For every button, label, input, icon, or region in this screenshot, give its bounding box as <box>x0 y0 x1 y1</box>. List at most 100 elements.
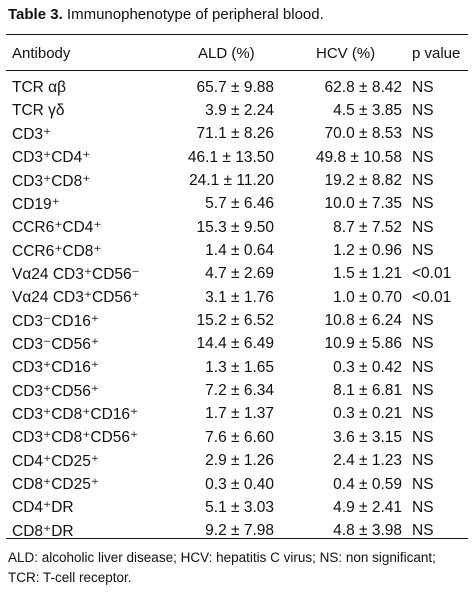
cell-hcv-text: 8.7 ± 7.52 <box>333 218 402 236</box>
cell-antibody: TCR αβ <box>0 76 184 99</box>
cell-antibody-text: CD8⁺CD25⁺ <box>12 476 99 494</box>
cell-antibody-text: CD3⁺CD56⁺ <box>12 382 99 400</box>
table-row: CCR6⁺CD4⁺ 15.3 ± 9.50 8.7 ± 7.52 NS <box>0 216 474 239</box>
header-p-value: p value <box>412 44 461 62</box>
cell-p-value-text: NS <box>412 335 434 353</box>
cell-hcv-text: 62.8 ± 8.42 <box>324 78 402 96</box>
table-header: Antibody ALD (%) HCV (%) p value <box>0 40 474 66</box>
cell-ald-text: 3.9 ± 2.24 <box>205 102 274 120</box>
cell-antibody: CCR6⁺CD8⁺ <box>0 239 184 262</box>
cell-ald: 71.1 ± 8.26 <box>184 123 278 146</box>
cell-ald: 4.7 ± 2.69 <box>184 263 278 286</box>
cell-hcv: 4.5 ± 3.85 <box>278 99 406 122</box>
cell-hcv-text: 10.8 ± 6.24 <box>324 312 402 330</box>
cell-ald-text: 1.3 ± 1.65 <box>205 358 274 376</box>
cell-ald-text: 24.1 ± 11.20 <box>189 172 274 190</box>
cell-p-value: NS <box>406 76 474 99</box>
cell-hcv: 0.3 ± 0.21 <box>278 403 406 426</box>
cell-antibody-text: Vα24 CD3⁺CD56⁻ <box>12 265 140 283</box>
cell-p-value-text: NS <box>412 475 434 493</box>
cell-antibody-text: CCR6⁺CD4⁺ <box>12 219 102 237</box>
cell-hcv-text: 4.5 ± 3.85 <box>333 102 402 120</box>
header-row: Antibody ALD (%) HCV (%) p value <box>0 40 474 66</box>
cell-hcv: 10.0 ± 7.35 <box>278 193 406 216</box>
cell-hcv-text: 1.5 ± 1.21 <box>333 265 402 283</box>
cell-antibody: CD3⁺CD56⁺ <box>0 379 184 402</box>
cell-p-value: NS <box>406 426 474 449</box>
cell-ald-text: 5.7 ± 6.46 <box>205 195 274 213</box>
cell-p-value: NS <box>406 169 474 192</box>
cell-hcv-text: 4.9 ± 2.41 <box>333 498 402 516</box>
table-row: CD3⁺ 71.1 ± 8.26 70.0 ± 8.53 NS <box>0 123 474 146</box>
cell-ald: 24.1 ± 11.20 <box>184 169 278 192</box>
cell-p-value-text: NS <box>412 125 434 143</box>
cell-p-value: NS <box>406 520 474 543</box>
cell-p-value: NS <box>406 99 474 122</box>
cell-ald-text: 46.1 ± 13.50 <box>187 148 274 166</box>
cell-hcv-text: 1.2 ± 0.96 <box>333 242 402 260</box>
cell-hcv-text: 49.8 ± 10.58 <box>315 148 402 166</box>
table-row: CD3⁺CD4⁺ 46.1 ± 13.50 49.8 ± 10.58 NS <box>0 146 474 169</box>
table-row: Vα24 CD3⁺CD56⁺ 3.1 ± 1.76 1.0 ± 0.70 <0.01 <box>0 286 474 309</box>
cell-ald: 15.2 ± 6.52 <box>184 309 278 332</box>
cell-antibody-text: CD8⁺DR <box>12 522 74 540</box>
cell-ald-text: 9.2 ± 7.98 <box>205 522 274 540</box>
cell-hcv: 4.9 ± 2.41 <box>278 496 406 519</box>
cell-p-value-text: <0.01 <box>412 288 452 306</box>
cell-hcv-text: 70.0 ± 8.53 <box>324 125 402 143</box>
table-label: Table 3. <box>8 6 63 23</box>
table-row: TCR γδ 3.9 ± 2.24 4.5 ± 3.85 NS <box>0 99 474 122</box>
cell-ald-text: 15.2 ± 6.52 <box>196 312 274 330</box>
cell-antibody: CD3⁺CD16⁺ <box>0 356 184 379</box>
cell-hcv: 8.1 ± 6.81 <box>278 379 406 402</box>
cell-ald-text: 14.4 ± 6.49 <box>196 335 274 353</box>
table-row: CD4⁺CD25⁺ 2.9 ± 1.26 2.4 ± 1.23 NS <box>0 450 474 473</box>
table-row: CD3⁺CD56⁺ 7.2 ± 6.34 8.1 ± 6.81 NS <box>0 379 474 402</box>
cell-hcv: 19.2 ± 8.82 <box>278 169 406 192</box>
cell-antibody-text: CD3⁺CD8⁺CD16⁺ <box>12 405 139 423</box>
cell-ald-text: 7.6 ± 6.60 <box>205 428 274 446</box>
cell-antibody-text: CD3⁻CD56⁺ <box>12 335 99 353</box>
cell-p-value: NS <box>406 379 474 402</box>
cell-ald-text: 2.9 ± 1.26 <box>205 452 274 470</box>
cell-antibody: CD3⁻CD56⁺ <box>0 333 184 356</box>
cell-p-value-text: NS <box>412 195 434 213</box>
cell-p-value: NS <box>406 356 474 379</box>
cell-hcv-text: 1.0 ± 0.70 <box>333 288 402 306</box>
table-row: CD3⁺CD8⁺CD56⁺ 7.6 ± 6.60 3.6 ± 3.15 NS <box>0 426 474 449</box>
cell-antibody-text: CD3⁺CD4⁺ <box>12 149 91 167</box>
cell-hcv: 49.8 ± 10.58 <box>278 146 406 169</box>
cell-hcv: 8.7 ± 7.52 <box>278 216 406 239</box>
header-hcv: HCV (%) <box>316 44 376 62</box>
cell-p-value: NS <box>406 146 474 169</box>
cell-hcv-text: 0.3 ± 0.21 <box>333 405 402 423</box>
cell-ald-text: 5.1 ± 3.03 <box>205 498 274 516</box>
cell-antibody: CD3⁺CD4⁺ <box>0 146 184 169</box>
table-row: CD3⁻CD56⁺ 14.4 ± 6.49 10.9 ± 5.86 NS <box>0 333 474 356</box>
cell-ald: 1.7 ± 1.37 <box>184 403 278 426</box>
cell-hcv-text: 4.8 ± 3.98 <box>333 522 402 540</box>
cell-antibody: CD4⁺DR <box>0 496 184 519</box>
cell-antibody-text: CCR6⁺CD8⁺ <box>12 242 102 260</box>
cell-ald: 46.1 ± 13.50 <box>184 146 278 169</box>
cell-antibody-text: CD3⁺ <box>12 125 52 143</box>
cell-p-value: NS <box>406 309 474 332</box>
cell-antibody: CD4⁺CD25⁺ <box>0 450 184 473</box>
cell-p-value-text: NS <box>412 218 434 236</box>
cell-hcv: 1.2 ± 0.96 <box>278 239 406 262</box>
cell-antibody-text: CD19⁺ <box>12 195 60 213</box>
cell-ald: 65.7 ± 9.88 <box>184 76 278 99</box>
cell-p-value-text: NS <box>412 242 434 260</box>
cell-p-value-text: NS <box>412 358 434 376</box>
cell-hcv-text: 19.2 ± 8.82 <box>324 172 402 190</box>
table-footnote: ALD: alcoholic liver disease; HCV: hepat… <box>8 550 436 585</box>
cell-p-value: NS <box>406 216 474 239</box>
cell-antibody-text: CD4⁺CD25⁺ <box>12 452 99 470</box>
cell-p-value-text: NS <box>412 498 434 516</box>
cell-antibody-text: CD3⁺CD8⁺CD56⁺ <box>12 429 139 447</box>
table-row: CD8⁺CD25⁺ 0.3 ± 0.40 0.4 ± 0.59 NS <box>0 473 474 496</box>
cell-p-value: NS <box>406 450 474 473</box>
cell-antibody: CD8⁺CD25⁺ <box>0 473 184 496</box>
table-row: TCR αβ 65.7 ± 9.88 62.8 ± 8.42 NS <box>0 76 474 99</box>
cell-antibody: CD19⁺ <box>0 193 184 216</box>
